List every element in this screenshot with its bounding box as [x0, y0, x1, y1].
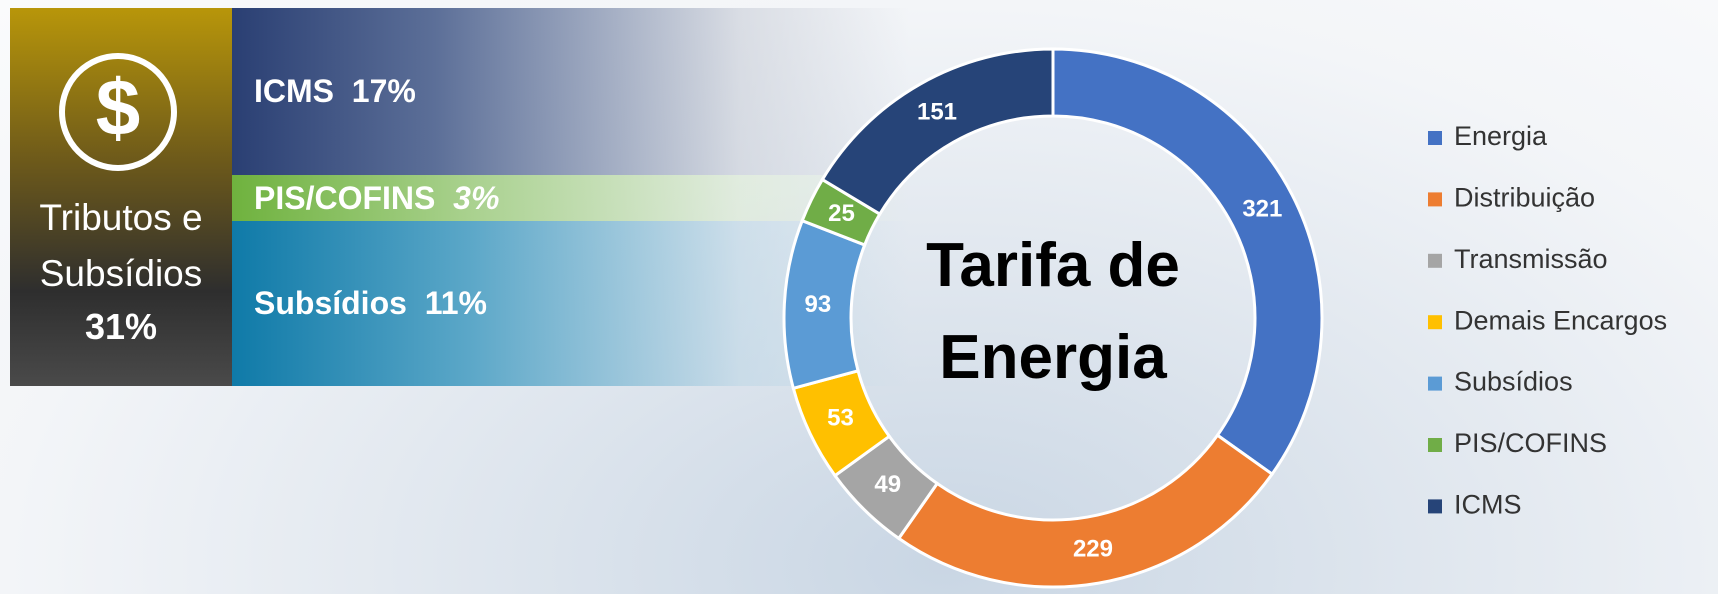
- chart-title: Tarifa de Energia: [873, 220, 1233, 404]
- legend-swatch: [1428, 131, 1442, 145]
- data-label: 321: [1242, 195, 1282, 222]
- legend-swatch: [1428, 254, 1442, 268]
- legend-label: Subsídios: [1454, 367, 1573, 397]
- donut-segment: [822, 49, 1053, 214]
- legend-label: Distribuição: [1454, 183, 1595, 213]
- dollar-sign: $: [96, 63, 141, 152]
- data-label: 53: [827, 405, 854, 432]
- panel-title: Tributos e Subsídios: [10, 190, 232, 302]
- panel-total: 31%: [10, 306, 232, 348]
- legend-swatch: [1428, 499, 1442, 513]
- legend-label: ICMS: [1454, 490, 1522, 520]
- data-label: 25: [828, 200, 855, 227]
- legend-label: PIS/COFINS: [1454, 428, 1607, 458]
- data-label: 93: [804, 291, 831, 318]
- data-label: 229: [1073, 535, 1113, 562]
- legend-label: Transmissão: [1454, 244, 1608, 274]
- donut-segment: [899, 435, 1272, 587]
- legend-label: Demais Encargos: [1454, 305, 1667, 335]
- data-label: 49: [874, 471, 901, 498]
- legend-label: Energia: [1454, 121, 1548, 151]
- legend-swatch: [1428, 377, 1442, 391]
- legend-swatch: [1428, 315, 1442, 329]
- data-label: 151: [917, 98, 957, 125]
- page: ICMS 17% PIS/COFINS 3% Subsídios 11% $ 3…: [0, 0, 1718, 594]
- legend-swatch: [1428, 438, 1442, 452]
- chart: $ 321 229 49 53 93 25 151 Energia Distribuição Tr…: [0, 0, 1718, 594]
- legend-swatch: [1428, 192, 1442, 206]
